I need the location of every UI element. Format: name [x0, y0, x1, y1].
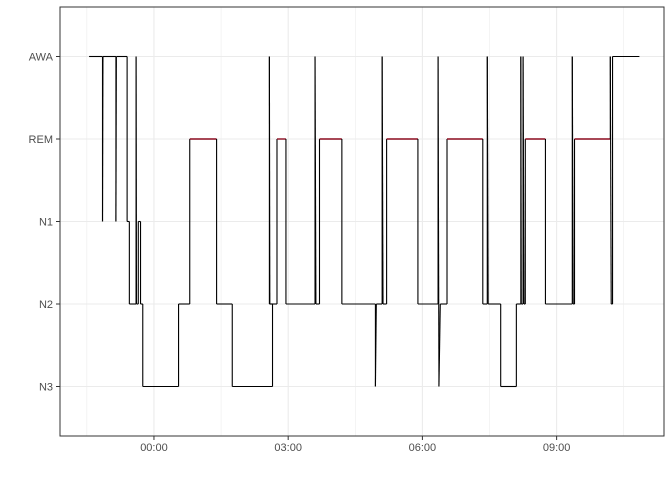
hypnogram-segment [522, 56, 525, 305]
major-gridlines [60, 7, 664, 436]
y-tick-label: REM [29, 134, 53, 146]
y-tick-label: N3 [39, 382, 53, 394]
hypnogram-segment [571, 56, 574, 305]
hypnogram-segment [314, 56, 317, 305]
hypnogram-segment [374, 303, 377, 387]
x-axis: 00:00 03:00 06:00 09:00 [140, 436, 570, 454]
x-tick-label: 03:00 [274, 442, 302, 454]
hypnogram-segment [438, 303, 441, 387]
x-tick-label: 06:00 [409, 442, 437, 454]
hypnogram-segment [609, 56, 612, 305]
hypnogram-series [89, 55, 640, 388]
y-tick-label: N1 [39, 217, 53, 229]
y-axis: N3 N2 N1 REM AWA [29, 52, 60, 394]
y-tick-label: N2 [39, 299, 53, 311]
hypnogram-segment [486, 56, 489, 305]
hypnogram-segment [437, 56, 440, 387]
hypnogram-segment [381, 56, 384, 305]
x-tick-label: 09:00 [543, 442, 571, 454]
x-tick-label: 00:00 [140, 442, 168, 454]
y-tick-label: AWA [29, 52, 54, 64]
